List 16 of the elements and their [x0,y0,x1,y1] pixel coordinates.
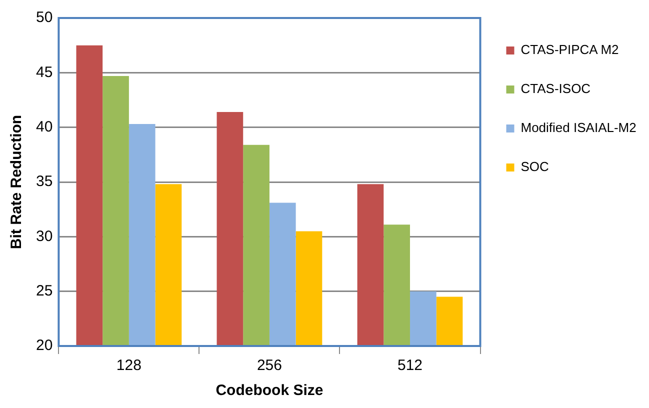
y-tick-label: 45 [36,64,53,81]
legend-label: CTAS-ISOC [520,81,591,96]
legend-label: SOC [520,159,549,174]
y-tick-label: 30 [36,228,53,245]
x-tick-label: 128 [116,357,142,374]
x-tick-label: 256 [256,357,282,374]
legend-label: Modified ISAIAL-M2 [520,120,636,136]
y-tick-label: 25 [36,282,53,300]
y-tick-label: 35 [36,173,53,190]
y-tick-label: 20 [36,337,53,354]
x-axis-title: Codebook Size [216,382,324,400]
x-tick-label: 512 [397,357,423,374]
legend-label: CTAS-PIPCA M2 [520,42,619,58]
y-tick-label: 50 [36,9,53,26]
y-tick-label: 40 [36,118,53,136]
y-axis-title: Bit Rate Reduction [8,114,26,250]
